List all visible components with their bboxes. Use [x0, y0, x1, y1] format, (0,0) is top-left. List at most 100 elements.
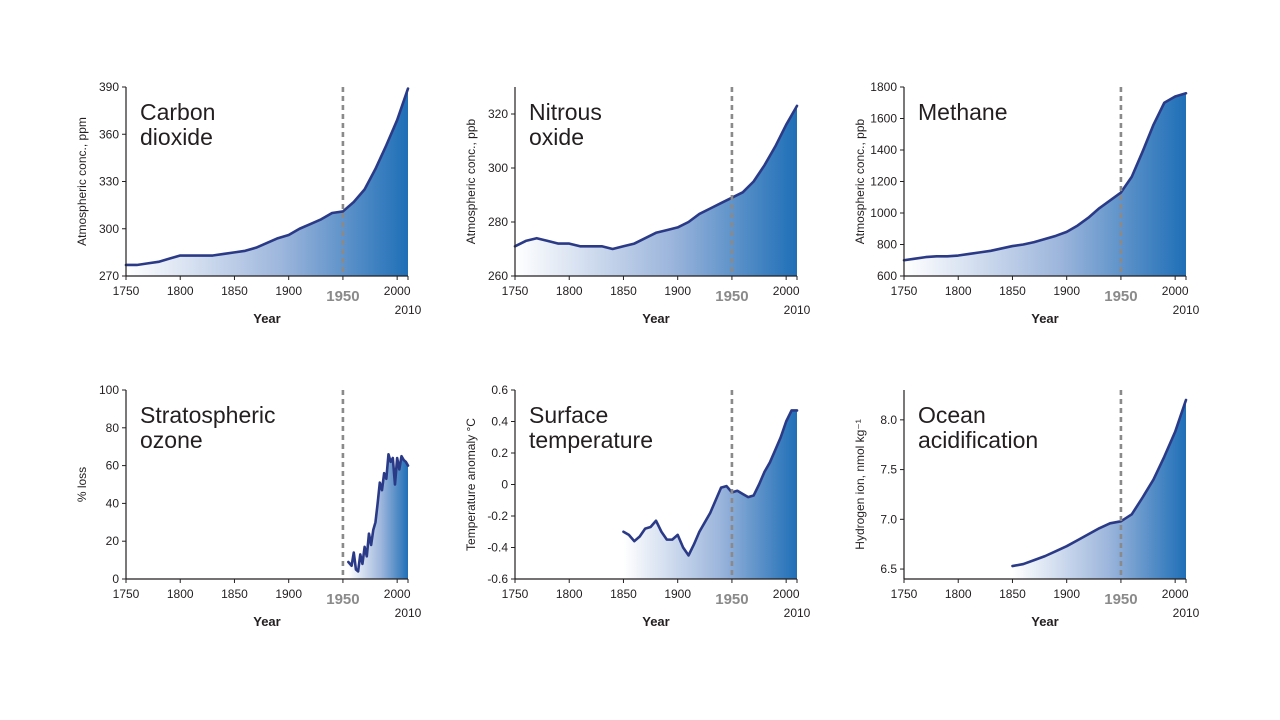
x-tick-label: 1750	[113, 284, 140, 298]
marker-year-label: 1950	[1104, 288, 1137, 305]
y-tick-label: 0.6	[491, 383, 508, 397]
y-tick-label: 600	[877, 269, 897, 283]
y-axis-title: Atmospheric conc., ppb	[464, 118, 478, 244]
x-tick-label: 1900	[1053, 587, 1080, 601]
y-tick-label: 0	[112, 572, 119, 586]
y-tick-label: 1200	[870, 175, 897, 189]
x-tick-label: 1800	[556, 284, 583, 298]
marker-year-label: 1950	[715, 591, 748, 608]
y-tick-label: 60	[106, 459, 120, 473]
y-tick-label: 40	[106, 496, 120, 510]
marker-year-label: 1950	[326, 591, 359, 608]
y-tick-label: -0.2	[487, 509, 508, 523]
y-tick-label: 280	[488, 215, 508, 229]
x-tick-label: 1750	[502, 587, 529, 601]
y-tick-label: 7.0	[880, 512, 897, 526]
end-year-label: 2010	[395, 303, 422, 317]
y-tick-label: 80	[106, 421, 120, 435]
end-year-label: 2010	[784, 606, 811, 620]
x-tick-label: 2000	[773, 587, 800, 601]
x-tick-label: 1750	[113, 587, 140, 601]
x-tick-label: 1900	[1053, 284, 1080, 298]
x-tick-label: 1850	[221, 587, 248, 601]
y-tick-label: 330	[99, 175, 119, 189]
area-fill	[348, 454, 408, 579]
panel-title-line: Surface	[529, 402, 608, 428]
y-tick-label: 0	[501, 478, 508, 492]
chart-panel-4: 0 20 40 60 80 100 1750 1800 1850 1900 2000 2010 1950…	[75, 383, 422, 629]
x-tick-label: 1850	[999, 284, 1026, 298]
x-axis-title: Year	[642, 614, 669, 629]
x-tick-label: 2000	[773, 284, 800, 298]
x-tick-label: 2000	[384, 284, 411, 298]
panel-title-line: oxide	[529, 124, 584, 150]
y-tick-label: 6.5	[880, 562, 897, 576]
marker-year-label: 1950	[326, 288, 359, 305]
x-tick-label: 2000	[1162, 587, 1189, 601]
x-tick-label: 1900	[664, 587, 691, 601]
y-axis-title: Temperature anomaly °C	[464, 418, 478, 551]
y-tick-label: 300	[99, 222, 119, 236]
panel-title-line: Carbon	[140, 99, 215, 125]
y-tick-label: -0.4	[487, 541, 508, 555]
y-tick-label: 7.5	[880, 463, 897, 477]
x-tick-label: 1800	[945, 284, 972, 298]
x-axis-title: Year	[253, 614, 280, 629]
x-axis-title: Year	[642, 311, 669, 326]
panel-title-line: Ocean	[918, 402, 986, 428]
y-tick-label: 260	[488, 269, 508, 283]
y-tick-label: 270	[99, 269, 119, 283]
x-tick-label: 2000	[384, 587, 411, 601]
area-fill	[126, 88, 408, 276]
y-tick-label: 1000	[870, 206, 897, 220]
chart-panel-5: -0.6 -0.4 -0.2 0 0.2 0.4 0.6 1750 1800 1850 1900 20…	[464, 383, 811, 629]
y-tick-label: 320	[488, 107, 508, 121]
end-year-label: 2010	[1173, 606, 1200, 620]
panel-title-line: Stratospheric	[140, 402, 276, 428]
end-year-label: 2010	[395, 606, 422, 620]
y-tick-label: 1400	[870, 143, 897, 157]
x-tick-label: 1750	[502, 284, 529, 298]
x-tick-label: 1850	[610, 284, 637, 298]
y-tick-label: 800	[877, 238, 897, 252]
y-tick-label: 360	[99, 127, 119, 141]
y-tick-label: -0.6	[487, 572, 508, 586]
end-year-label: 2010	[784, 303, 811, 317]
x-tick-label: 1900	[275, 284, 302, 298]
x-tick-label: 1850	[610, 587, 637, 601]
x-tick-label: 1800	[167, 284, 194, 298]
y-tick-label: 300	[488, 161, 508, 175]
area-fill	[1012, 399, 1186, 579]
panel-title-line: acidification	[918, 427, 1038, 453]
panel-title-line: temperature	[529, 427, 653, 453]
y-axis-title: Atmospheric conc., ppm	[75, 117, 89, 246]
chart-panel-3: 600 800 1000 1200 1400 1600 1800 1750 1800 1850 19…	[853, 80, 1200, 326]
x-axis-title: Year	[1031, 311, 1058, 326]
y-tick-label: 1600	[870, 112, 897, 126]
x-tick-label: 1750	[891, 587, 918, 601]
x-tick-label: 1850	[221, 284, 248, 298]
y-tick-label: 100	[99, 383, 119, 397]
y-axis-title: % loss	[75, 467, 89, 502]
panel-title-line: dioxide	[140, 124, 213, 150]
y-axis-title: Atmospheric conc., ppb	[853, 118, 867, 244]
x-tick-label: 1900	[664, 284, 691, 298]
x-axis-title: Year	[1031, 614, 1058, 629]
end-year-label: 2010	[1173, 303, 1200, 317]
y-tick-label: 20	[106, 534, 120, 548]
x-tick-label: 1800	[167, 587, 194, 601]
panel-title-line: Methane	[918, 99, 1008, 125]
x-tick-label: 1850	[999, 587, 1026, 601]
y-tick-label: 8.0	[880, 413, 897, 427]
y-tick-label: 0.4	[491, 415, 508, 429]
panel-title-line: Nitrous	[529, 99, 602, 125]
x-tick-label: 1800	[556, 587, 583, 601]
y-axis-title: Hydrogen ion, nmol kg⁻¹	[853, 419, 867, 549]
panel-title-line: ozone	[140, 427, 203, 453]
area-fill	[515, 105, 797, 277]
y-tick-label: 390	[99, 80, 119, 94]
y-tick-label: 1800	[870, 80, 897, 94]
x-tick-label: 1900	[275, 587, 302, 601]
chart-panel-1: 270 300 330 360 390 1750 1800 1850 1900 2000 2010 1…	[75, 80, 422, 326]
